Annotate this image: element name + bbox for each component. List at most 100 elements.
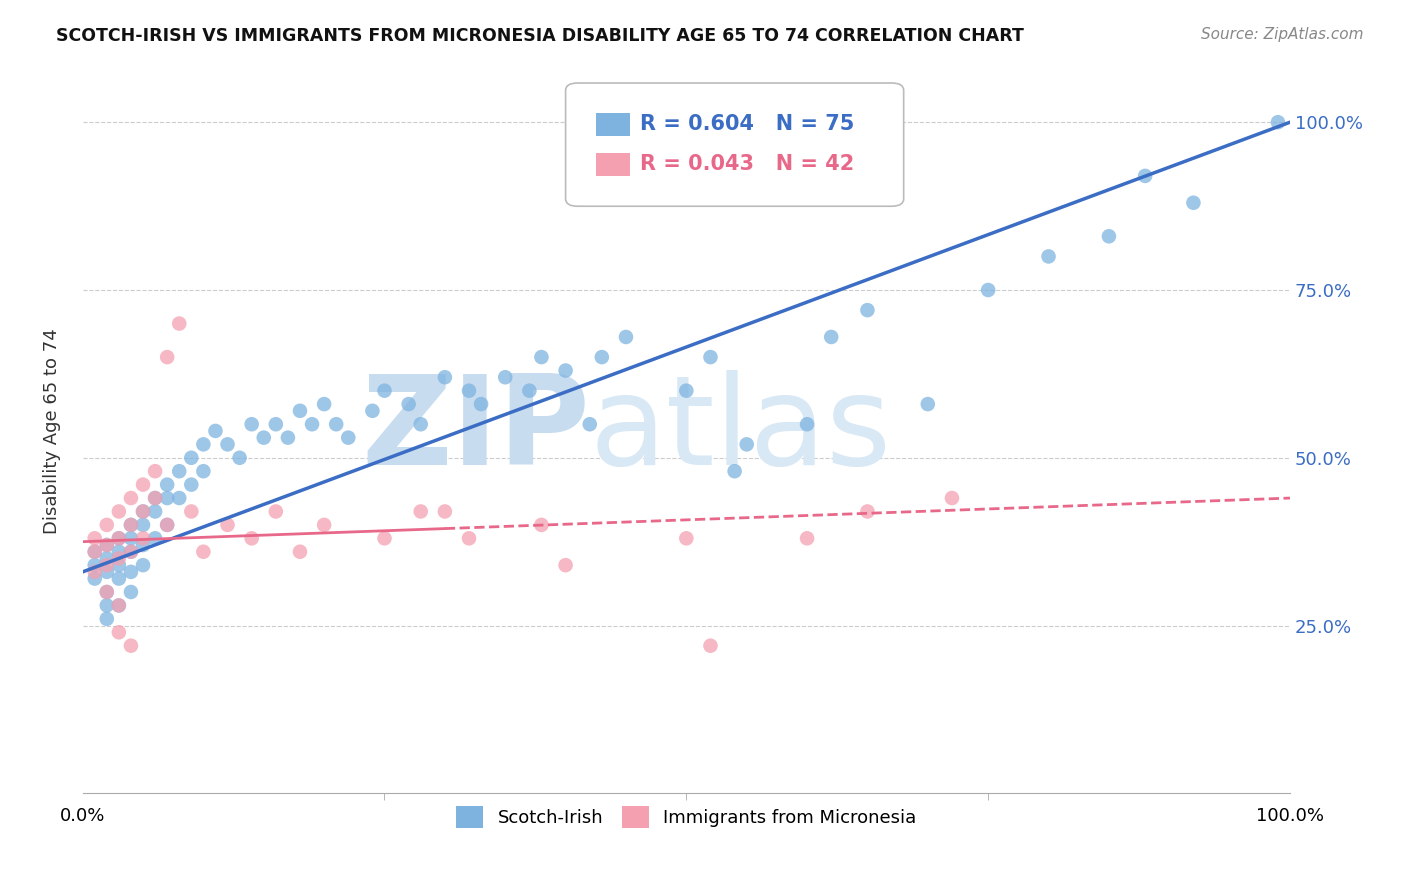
- Scotch-Irish: [723, 464, 745, 478]
- Scotch-Irish: [675, 384, 697, 398]
- Immigrants from Micronesia: [143, 491, 166, 505]
- Scotch-Irish: [699, 350, 721, 364]
- Immigrants from Micronesia: [409, 504, 432, 518]
- Scotch-Irish: [120, 545, 142, 559]
- Immigrants from Micronesia: [314, 517, 336, 532]
- Scotch-Irish: [977, 283, 1000, 297]
- Immigrants from Micronesia: [120, 517, 142, 532]
- Scotch-Irish: [108, 545, 131, 559]
- Scotch-Irish: [591, 350, 613, 364]
- Scotch-Irish: [530, 350, 553, 364]
- Scotch-Irish: [120, 565, 142, 579]
- FancyBboxPatch shape: [565, 83, 904, 206]
- Scotch-Irish: [337, 431, 360, 445]
- Scotch-Irish: [1182, 195, 1205, 210]
- Scotch-Irish: [167, 464, 190, 478]
- Immigrants from Micronesia: [96, 585, 118, 599]
- Immigrants from Micronesia: [143, 464, 166, 478]
- Scotch-Irish: [156, 477, 179, 491]
- Scotch-Irish: [167, 491, 190, 505]
- Immigrants from Micronesia: [941, 491, 963, 505]
- Scotch-Irish: [108, 599, 131, 613]
- Text: Source: ZipAtlas.com: Source: ZipAtlas.com: [1201, 27, 1364, 42]
- Scotch-Irish: [361, 404, 384, 418]
- Scotch-Irish: [143, 491, 166, 505]
- Immigrants from Micronesia: [120, 491, 142, 505]
- Scotch-Irish: [288, 404, 311, 418]
- Immigrants from Micronesia: [167, 317, 190, 331]
- FancyBboxPatch shape: [596, 112, 630, 136]
- Scotch-Irish: [373, 384, 395, 398]
- Text: SCOTCH-IRISH VS IMMIGRANTS FROM MICRONESIA DISABILITY AGE 65 TO 74 CORRELATION C: SCOTCH-IRISH VS IMMIGRANTS FROM MICRONES…: [56, 27, 1024, 45]
- Scotch-Irish: [917, 397, 939, 411]
- Scotch-Irish: [735, 437, 758, 451]
- Scotch-Irish: [409, 417, 432, 432]
- Scotch-Irish: [494, 370, 516, 384]
- Immigrants from Micronesia: [96, 517, 118, 532]
- Immigrants from Micronesia: [796, 531, 818, 545]
- Scotch-Irish: [264, 417, 287, 432]
- Immigrants from Micronesia: [120, 545, 142, 559]
- Immigrants from Micronesia: [217, 517, 239, 532]
- Immigrants from Micronesia: [83, 565, 105, 579]
- Text: R = 0.043   N = 42: R = 0.043 N = 42: [641, 154, 855, 174]
- Text: atlas: atlas: [589, 370, 891, 491]
- Immigrants from Micronesia: [120, 639, 142, 653]
- Scotch-Irish: [120, 585, 142, 599]
- Immigrants from Micronesia: [96, 558, 118, 573]
- Scotch-Irish: [96, 585, 118, 599]
- Scotch-Irish: [1038, 249, 1060, 263]
- Scotch-Irish: [519, 384, 541, 398]
- Immigrants from Micronesia: [108, 531, 131, 545]
- Immigrants from Micronesia: [83, 545, 105, 559]
- Scotch-Irish: [132, 517, 155, 532]
- Immigrants from Micronesia: [264, 504, 287, 518]
- Immigrants from Micronesia: [288, 545, 311, 559]
- Scotch-Irish: [120, 531, 142, 545]
- Scotch-Irish: [277, 431, 299, 445]
- Immigrants from Micronesia: [856, 504, 879, 518]
- Scotch-Irish: [796, 417, 818, 432]
- Scotch-Irish: [204, 424, 226, 438]
- Scotch-Irish: [96, 551, 118, 566]
- Scotch-Irish: [856, 303, 879, 318]
- Scotch-Irish: [470, 397, 492, 411]
- Immigrants from Micronesia: [675, 531, 697, 545]
- Immigrants from Micronesia: [433, 504, 456, 518]
- Scotch-Irish: [120, 517, 142, 532]
- Immigrants from Micronesia: [132, 504, 155, 518]
- Scotch-Irish: [578, 417, 600, 432]
- Scotch-Irish: [132, 538, 155, 552]
- Scotch-Irish: [820, 330, 842, 344]
- Scotch-Irish: [554, 363, 576, 377]
- Scotch-Irish: [143, 504, 166, 518]
- Scotch-Irish: [398, 397, 420, 411]
- Scotch-Irish: [180, 477, 202, 491]
- Scotch-Irish: [614, 330, 637, 344]
- Scotch-Irish: [458, 384, 481, 398]
- Scotch-Irish: [180, 450, 202, 465]
- Scotch-Irish: [96, 612, 118, 626]
- Scotch-Irish: [108, 572, 131, 586]
- Text: R = 0.604   N = 75: R = 0.604 N = 75: [641, 114, 855, 135]
- Scotch-Irish: [433, 370, 456, 384]
- Scotch-Irish: [314, 397, 336, 411]
- Immigrants from Micronesia: [554, 558, 576, 573]
- Immigrants from Micronesia: [108, 504, 131, 518]
- Immigrants from Micronesia: [108, 625, 131, 640]
- Scotch-Irish: [1098, 229, 1121, 244]
- Text: ZIP: ZIP: [361, 370, 589, 491]
- Scotch-Irish: [193, 437, 215, 451]
- Scotch-Irish: [143, 531, 166, 545]
- Scotch-Irish: [253, 431, 276, 445]
- Scotch-Irish: [83, 572, 105, 586]
- Immigrants from Micronesia: [156, 517, 179, 532]
- Scotch-Irish: [96, 538, 118, 552]
- Scotch-Irish: [217, 437, 239, 451]
- Scotch-Irish: [193, 464, 215, 478]
- Immigrants from Micronesia: [530, 517, 553, 532]
- Scotch-Irish: [1133, 169, 1156, 183]
- Legend: Scotch-Irish, Immigrants from Micronesia: Scotch-Irish, Immigrants from Micronesia: [449, 798, 924, 835]
- Immigrants from Micronesia: [96, 538, 118, 552]
- Scotch-Irish: [1267, 115, 1289, 129]
